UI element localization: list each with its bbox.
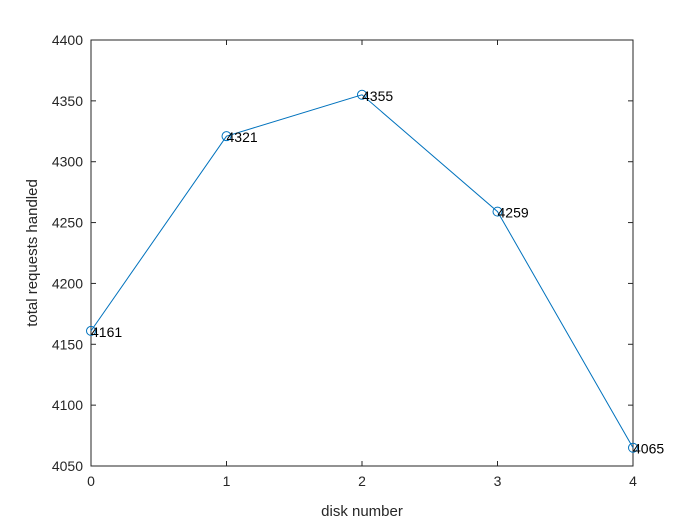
series-line — [90, 94, 634, 448]
plot-area — [90, 39, 634, 467]
y-tick-label: 4050 — [52, 458, 83, 474]
axis-ticks: 0 1 2 3 4 4050 4100 4150 4200 4250 4300 4350 4400 — [52, 32, 637, 489]
series-group — [86, 89, 638, 453]
y-tick-label: 4200 — [52, 275, 83, 291]
data-point — [357, 89, 367, 100]
y-tick-label: 4150 — [52, 336, 83, 352]
data-point — [492, 206, 503, 217]
x-tick-label: 0 — [87, 473, 95, 489]
x-axis-label: disk number — [321, 503, 403, 520]
y-tick-label: 4300 — [52, 154, 83, 170]
y-tick-label: 4400 — [52, 32, 83, 48]
data-label: 4065 — [633, 441, 664, 457]
y-axis-label: total requests handled — [24, 179, 41, 327]
data-label: 4259 — [498, 205, 529, 221]
y-tick-label: 4250 — [52, 215, 83, 231]
x-tick-label: 4 — [629, 473, 637, 489]
x-tick-label: 3 — [494, 473, 502, 489]
y-tick-label: 4350 — [52, 93, 83, 109]
data-labels-group: 4161 4321 4355 4259 4065 — [91, 88, 664, 457]
data-label: 4161 — [91, 324, 122, 340]
data-point — [86, 325, 96, 336]
data-point — [628, 442, 638, 453]
y-tick-label: 4100 — [52, 397, 83, 413]
x-tick-label: 2 — [358, 473, 366, 489]
data-label: 4355 — [362, 88, 393, 104]
data-point — [221, 131, 232, 142]
data-label: 4321 — [227, 129, 258, 145]
x-tick-label: 1 — [223, 473, 231, 489]
